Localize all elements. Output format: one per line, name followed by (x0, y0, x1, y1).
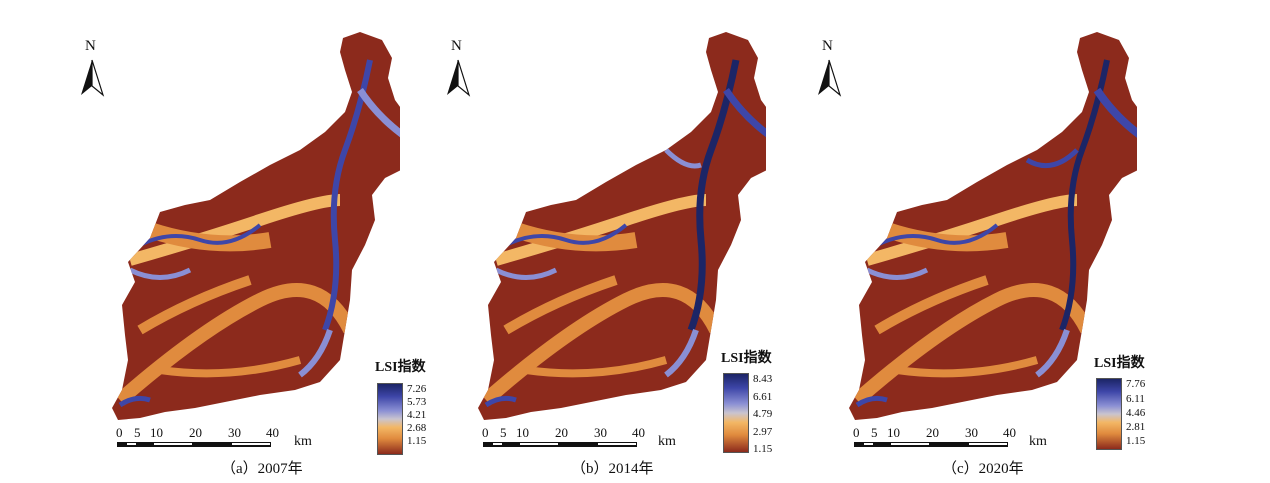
scale-tick: 10 (516, 425, 529, 440)
scale-tick: 20 (926, 425, 939, 440)
legend-tick: 1.15 (1126, 435, 1146, 447)
scale-tick: 10 (150, 425, 163, 440)
legend-color-bar (1096, 378, 1122, 450)
legend-color-bar (723, 373, 749, 453)
scale-tick: 40 (266, 425, 279, 440)
legend-tick: 7.76 (1126, 378, 1146, 390)
legend-tick: 7.26 (407, 383, 427, 395)
scale-tick: 5 (500, 425, 507, 440)
legend-tick: 4.46 (1126, 407, 1146, 419)
scale-unit: km (658, 434, 676, 449)
scale-tick: 5 (134, 425, 141, 440)
north-label: N (822, 38, 833, 54)
legend-tick: 6.61 (753, 391, 773, 403)
scale-tick: 30 (594, 425, 607, 440)
map-graphic (81, 32, 400, 447)
legend-tick: 1.15 (407, 435, 427, 447)
north-arrow-icon (447, 59, 471, 97)
north-label: N (85, 38, 96, 54)
scale-bar (117, 442, 271, 447)
scale-tick: 40 (1003, 425, 1016, 440)
map-panel-c: N LSI指数 7.76 6.11 4.46 2.81 1.15 0 5 10 … (737, 0, 1145, 483)
legend-tick: 2.81 (1126, 421, 1146, 433)
legend-tick: 2.68 (407, 422, 427, 434)
scale-tick: 0 (482, 425, 489, 440)
scale-tick: 20 (555, 425, 568, 440)
legend-tick: 2.97 (753, 426, 773, 438)
scale-bar (483, 442, 637, 447)
scale-tick: 30 (965, 425, 978, 440)
legend-title: LSI指数 (721, 351, 772, 366)
north-arrow-icon (81, 59, 105, 97)
panel-caption: （a）2007年 (221, 461, 303, 477)
legend-title: LSI指数 (1094, 356, 1145, 371)
scale-tick: 20 (189, 425, 202, 440)
scale-tick: 5 (871, 425, 878, 440)
map-graphic (447, 32, 766, 447)
scale-tick: 30 (228, 425, 241, 440)
scale-tick: 0 (853, 425, 860, 440)
scale-unit: km (1029, 434, 1047, 449)
legend-tick: 8.43 (753, 373, 773, 385)
legend-tick: 4.79 (753, 408, 773, 420)
map-panel-a: N LSI指数 7.26 5.73 4.21 2.68 1.15 0 5 10 … (0, 0, 426, 483)
lsi-raster (112, 32, 400, 420)
legend-color-bar (377, 383, 403, 455)
panel-caption: （b）2014年 (571, 461, 654, 477)
legend-tick: 5.73 (407, 396, 427, 408)
scale-tick: 0 (116, 425, 123, 440)
map-panel-b: N LSI指数 8.43 6.61 4.79 2.97 1.15 0 5 10 … (366, 0, 772, 483)
north-arrow-icon (818, 59, 842, 97)
lsi-raster (849, 32, 1137, 420)
scale-bar (854, 442, 1008, 447)
legend-tick: 1.15 (753, 443, 773, 455)
scale-unit: km (294, 434, 312, 449)
legend-tick: 6.11 (1126, 393, 1145, 405)
legend-tick: 4.21 (407, 409, 427, 421)
map-graphic (818, 32, 1137, 447)
legend-title: LSI指数 (375, 360, 426, 375)
north-label: N (451, 38, 462, 54)
scale-tick: 40 (632, 425, 645, 440)
panel-caption: （c）2020年 (942, 461, 1024, 477)
scale-tick: 10 (887, 425, 900, 440)
